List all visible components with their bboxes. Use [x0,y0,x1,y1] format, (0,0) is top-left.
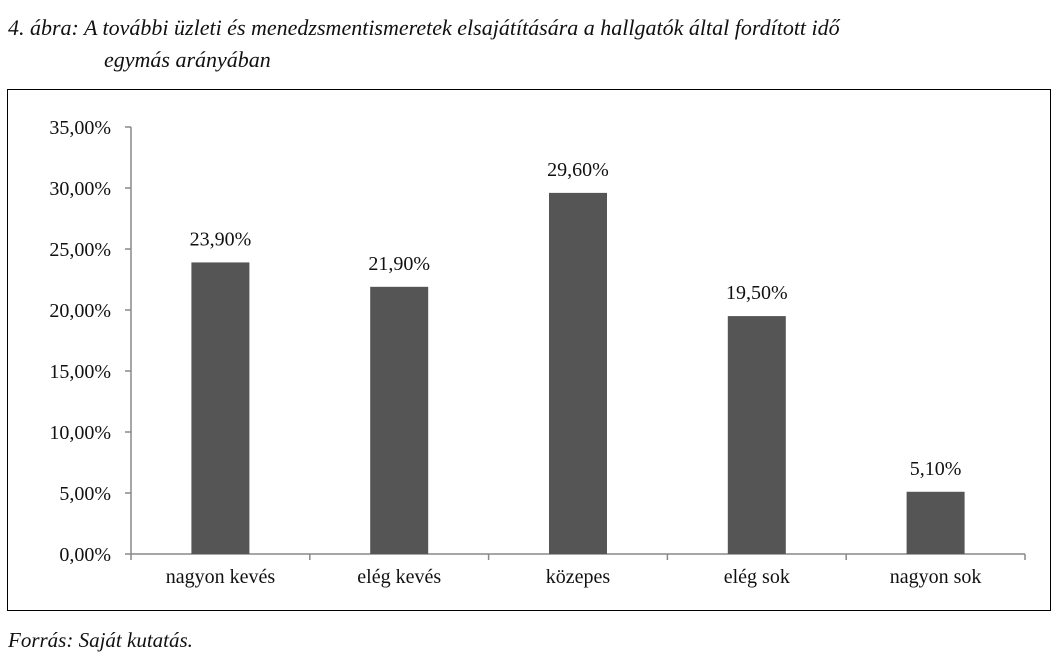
data-label: 29,60% [547,159,609,181]
x-tick-label: közepes [546,566,611,588]
y-tick-label: 10,00% [49,422,111,444]
source-note: Forrás: Saját kutatás. [8,628,193,652]
title-line-2: egymás arányában [104,47,271,72]
y-tick-label: 15,00% [49,361,111,383]
y-tick-label: 35,00% [49,117,111,139]
data-label: 23,90% [190,228,252,250]
data-label: 5,10% [910,458,962,480]
y-tick-label: 20,00% [49,300,111,322]
bar [727,316,786,554]
data-label: 21,90% [368,253,430,275]
bar [191,262,250,554]
y-tick-label: 30,00% [49,178,111,200]
y-tick-label: 25,00% [49,239,111,261]
x-tick-label: nagyon kevés [166,566,276,588]
data-label: 19,50% [726,282,788,304]
bar [906,491,965,554]
x-tick-label: nagyon sok [890,566,982,588]
title-line-1: 4. ábra: A további üzleti és menedzsment… [8,15,840,40]
bar [370,286,429,554]
x-tick-label: elég sok [724,566,790,588]
figure-title: 4. ábra: A további üzleti és menedzsment… [8,12,840,76]
y-tick-label: 5,00% [59,483,111,505]
chart-frame [7,89,1051,611]
bar [549,192,607,554]
y-tick-label: 0,00% [59,544,111,566]
x-tick-label: elég kevés [357,566,441,588]
